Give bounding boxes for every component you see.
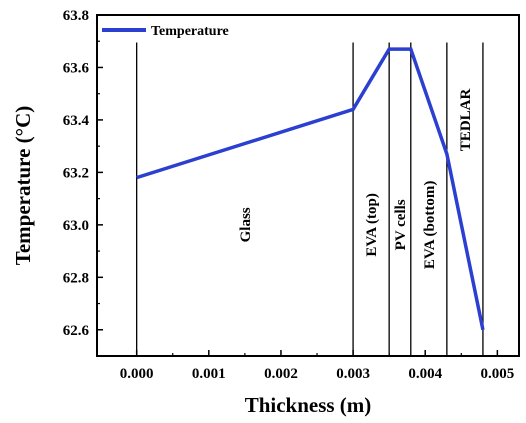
layer-label: EVA (bottom) bbox=[422, 181, 438, 269]
layer-boundaries bbox=[136, 42, 484, 356]
y-tick-label: 63.4 bbox=[63, 113, 90, 129]
y-axis: 62.6 62.8 63.0 63.2 63.4 63.6 63.8 bbox=[63, 8, 103, 357]
layer-label: Glass bbox=[238, 207, 254, 242]
x-tick-label: 0.005 bbox=[480, 366, 514, 382]
x-axis: 0.000 0.001 0.002 0.003 0.004 0.005 bbox=[120, 350, 514, 382]
y-tick-label: 62.8 bbox=[63, 270, 89, 286]
series-line bbox=[136, 47, 485, 331]
y-tick-label: 63.2 bbox=[63, 165, 89, 181]
y-tick-label: 62.6 bbox=[63, 323, 90, 339]
x-tick-label: 0.001 bbox=[192, 366, 226, 382]
plot-frame bbox=[96, 14, 520, 357]
layer-label: TEDLAR bbox=[458, 89, 474, 152]
x-tick-label: 0.000 bbox=[120, 366, 154, 382]
x-tick-label: 0.003 bbox=[336, 366, 370, 382]
y-tick-label: 63.6 bbox=[63, 60, 90, 76]
y-tick-label: 63.0 bbox=[63, 218, 89, 234]
x-tick-label: 0.002 bbox=[264, 366, 298, 382]
legend-label: Temperature bbox=[151, 24, 229, 39]
x-tick-label: 0.004 bbox=[408, 366, 442, 382]
layer-labels: Glass EVA (top) PV cells EVA (bottom) TEDLAR bbox=[238, 89, 474, 270]
x-axis-title: Thickness (m) bbox=[245, 393, 372, 417]
layer-label: PV cells bbox=[393, 199, 409, 250]
series-group bbox=[136, 47, 485, 331]
y-tick-label: 63.8 bbox=[63, 8, 89, 24]
y-axis-title: Temperature (°C) bbox=[11, 106, 35, 265]
layer-label: EVA (top) bbox=[364, 193, 380, 257]
legend: Temperature bbox=[102, 24, 229, 39]
